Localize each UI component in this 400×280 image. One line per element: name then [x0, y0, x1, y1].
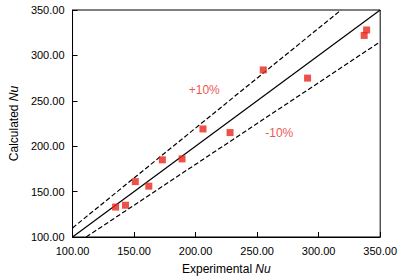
svg-text:-10%: -10% [265, 126, 293, 140]
svg-text:350.00: 350.00 [31, 4, 65, 16]
svg-text:100.00: 100.00 [56, 245, 90, 257]
svg-text:Calculated: Calculated [7, 101, 21, 161]
svg-text:250.00: 250.00 [31, 95, 65, 107]
svg-text:150.00: 150.00 [117, 245, 151, 257]
svg-text:250.00: 250.00 [240, 245, 274, 257]
svg-text:+10%: +10% [189, 83, 220, 97]
svg-text:200.00: 200.00 [179, 245, 213, 257]
svg-text:300.00: 300.00 [31, 49, 65, 61]
svg-text:100.00: 100.00 [31, 231, 65, 243]
svg-text:300.00: 300.00 [302, 245, 336, 257]
svg-text:Experimental: Experimental [182, 262, 255, 276]
svg-text:Nu: Nu [7, 85, 21, 101]
svg-text:Nu: Nu [255, 262, 271, 276]
svg-text:200.00: 200.00 [31, 140, 65, 152]
svg-text:150.00: 150.00 [31, 186, 65, 198]
svg-text:350.00: 350.00 [363, 245, 397, 257]
